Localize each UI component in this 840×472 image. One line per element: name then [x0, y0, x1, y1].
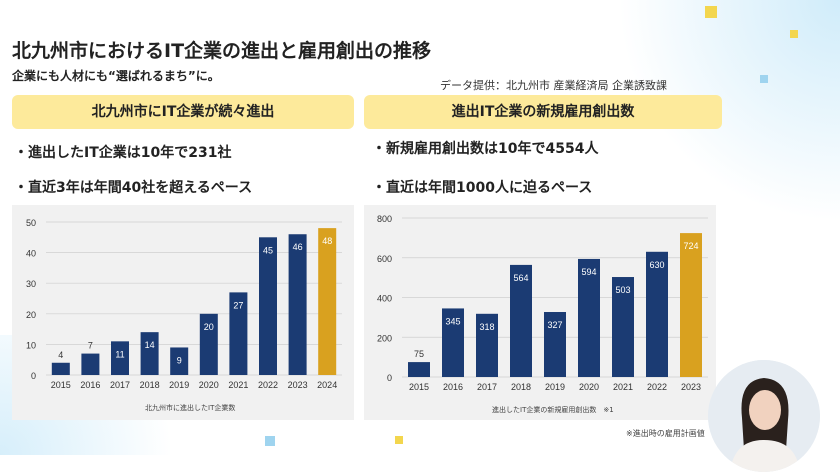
bar: [199, 313, 218, 375]
bar: [170, 347, 189, 375]
bar: [612, 277, 634, 377]
x-tick-label: 2022: [647, 382, 667, 392]
x-tick-label: 2023: [288, 380, 308, 390]
data-label: 503: [615, 285, 630, 295]
bar: [680, 233, 702, 377]
footnote: ※進出時の雇用計画値: [626, 429, 705, 438]
data-label: 594: [581, 267, 596, 277]
x-tick-label: 2015: [409, 382, 429, 392]
data-label: 7: [88, 341, 93, 351]
data-label: 14: [145, 340, 155, 350]
data-label: 564: [513, 273, 528, 283]
x-tick-label: 2023: [681, 382, 701, 392]
data-label: 345: [445, 316, 460, 326]
bar: [408, 362, 430, 377]
decor-square: [265, 436, 275, 446]
x-tick-label: 2021: [228, 380, 248, 390]
y-tick-label: 0: [387, 373, 392, 383]
x-tick-label: 2021: [613, 382, 633, 392]
data-label: 27: [233, 300, 243, 310]
bar: [51, 362, 70, 375]
bar: [318, 228, 337, 375]
right-chart: 0 200 400 600 800 75 2015 345 2016 318 2017 564 2018…: [364, 205, 716, 420]
left-panel-header: 北九州市にIT企業が続々進出: [12, 95, 354, 129]
data-label: 318: [479, 322, 494, 332]
data-label: 327: [547, 320, 562, 330]
bar: [81, 353, 100, 375]
right-bullet-2: ・直近は年間1000人に迫るペース: [372, 180, 593, 196]
x-tick-label: 2019: [545, 382, 565, 392]
bar: [442, 308, 464, 377]
x-tick-label: 2020: [199, 380, 219, 390]
bar: [544, 312, 566, 377]
y-tick-label: 800: [377, 214, 392, 224]
data-source: データ提供：北九州市 産業経済局 企業誘致課: [440, 79, 667, 92]
x-tick-label: 2016: [80, 380, 100, 390]
y-tick-label: 50: [26, 218, 36, 228]
data-label: 9: [177, 355, 182, 365]
y-tick-label: 10: [26, 340, 36, 350]
data-label: 724: [683, 241, 698, 251]
decor-square: [760, 75, 768, 83]
x-tick-label: 2017: [477, 382, 497, 392]
right-chart-caption: 進出したIT企業の新規雇用創出数 ※1: [492, 406, 614, 414]
y-tick-label: 200: [377, 333, 392, 343]
x-tick-label: 2024: [317, 380, 337, 390]
data-label: 11: [115, 349, 124, 359]
x-tick-label: 2015: [51, 380, 71, 390]
x-tick-label: 2016: [443, 382, 463, 392]
y-tick-label: 600: [377, 254, 392, 264]
data-label: 45: [263, 245, 273, 255]
decor-square: [790, 30, 798, 38]
data-label: 75: [414, 349, 424, 359]
y-tick-label: 400: [377, 294, 392, 304]
y-tick-label: 0: [31, 371, 36, 381]
bar: [111, 341, 129, 375]
bar: [259, 237, 277, 375]
x-tick-label: 2018: [140, 380, 160, 390]
decor-square: [705, 6, 717, 18]
x-tick-label: 2018: [511, 382, 531, 392]
x-tick-label: 2020: [579, 382, 599, 392]
right-bullet-1: ・新規雇用創出数は10年で4554人: [372, 141, 599, 157]
bar: [578, 258, 600, 377]
decor-square: [395, 436, 403, 444]
presenter-avatar-icon: [708, 360, 820, 472]
right-panel-header: 進出IT企業の新規雇用創出数: [364, 95, 722, 129]
y-tick-label: 20: [26, 310, 36, 320]
bar: [510, 264, 532, 377]
presenter-video: [708, 360, 820, 472]
left-bullet-2: ・直近3年は年間40社を超えるペース: [14, 180, 253, 196]
bar: [646, 251, 668, 377]
x-tick-label: 2022: [258, 380, 278, 390]
bar: [476, 313, 498, 377]
bar: [229, 292, 248, 375]
slide-title: 北九州市におけるIT企業の進出と雇用創出の推移: [12, 40, 432, 62]
y-tick-label: 30: [26, 279, 36, 289]
data-label: 48: [322, 236, 332, 246]
data-label: 630: [649, 260, 664, 270]
data-label: 20: [204, 322, 214, 332]
slide-subtitle: 企業にも人材にも“選ばれるまち”に。: [12, 69, 220, 83]
left-chart-caption: 北九州市に進出したIT企業数: [145, 404, 236, 412]
x-tick-label: 2017: [110, 380, 130, 390]
left-chart-svg: 0 10 20 30 40 50 4 2015 7 2016 11 2017 14 2018 9 2019 20…: [26, 218, 342, 390]
y-tick-label: 40: [26, 249, 36, 259]
left-chart: 0 10 20 30 40 50 4 2015 7 2016 11 2017 14 2018 9 2019 20…: [12, 205, 354, 420]
left-bullet-1: ・進出したIT企業は10年で231社: [14, 145, 232, 161]
bar: [140, 332, 159, 375]
right-chart-svg: 0 200 400 600 800 75 2015 345 2016 318 2017 564 2018…: [377, 214, 708, 392]
bar: [288, 234, 307, 375]
data-label: 4: [58, 350, 63, 360]
x-tick-label: 2019: [169, 380, 189, 390]
data-label: 46: [293, 242, 303, 252]
